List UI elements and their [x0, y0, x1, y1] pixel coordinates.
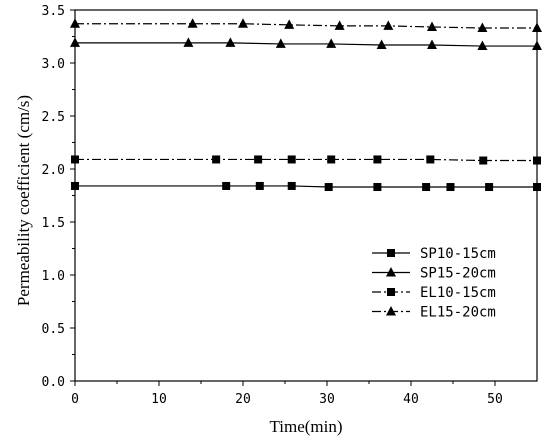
- legend-item: SP15-20cm: [372, 266, 496, 282]
- data-point: [71, 181, 79, 190]
- data-point: [187, 18, 198, 28]
- series-EL10-15cm: [71, 155, 541, 165]
- series-SP15-20cm: [70, 37, 542, 51]
- series-line: [75, 42, 537, 47]
- data-point: [533, 156, 541, 165]
- data-point: [532, 22, 542, 33]
- x-tick-label: 40: [403, 392, 419, 407]
- y-axis: 0.0 0.5 1.0 1.5 2.0 2.5 3.0 3.5: [42, 4, 75, 390]
- legend-label: SP15-20cm: [420, 266, 496, 282]
- data-point: [255, 181, 264, 190]
- data-point: [222, 181, 231, 190]
- y-tick-label: 2.0: [42, 163, 65, 178]
- data-point: [284, 19, 295, 29]
- series-EL15-20cm: [70, 18, 542, 33]
- x-axis: 0 10 20 30 40 50: [71, 381, 503, 407]
- y-axis-label: Permeability coefficient (cm/s): [14, 95, 33, 306]
- data-point: [477, 22, 488, 33]
- x-tick-label: 30: [319, 392, 335, 407]
- data-point: [533, 183, 541, 192]
- data-point: [238, 18, 248, 28]
- series-SP10-15cm: [71, 181, 541, 192]
- series-line: [75, 158, 537, 162]
- y-tick-label: 1.5: [42, 216, 65, 231]
- data-point: [327, 155, 336, 164]
- legend-label: EL15-20cm: [420, 305, 496, 321]
- data-point: [373, 183, 382, 192]
- y-tick-label: 2.5: [42, 110, 65, 125]
- data-point: [376, 39, 387, 49]
- data-point: [212, 155, 221, 164]
- x-tick-label: 0: [71, 392, 79, 407]
- legend-marker: [387, 249, 395, 257]
- y-tick-label: 1.0: [42, 269, 65, 284]
- data-point: [477, 40, 488, 51]
- plot-area: [70, 9, 542, 382]
- y-tick-label: 0.5: [42, 322, 65, 337]
- legend-label: EL10-15cm: [420, 285, 496, 301]
- data-point: [287, 181, 296, 190]
- data-point: [485, 183, 494, 192]
- data-point: [326, 38, 337, 48]
- plot-frame: [74, 9, 538, 382]
- legend: SP10-15cm SP15-20cm EL10-15cm EL15-20cm: [372, 246, 496, 321]
- data-point: [422, 183, 431, 192]
- data-point: [70, 18, 80, 28]
- data-point: [287, 155, 296, 164]
- legend-label: SP10-15cm: [420, 246, 496, 262]
- series-line: [75, 185, 537, 188]
- y-tick-label: 3.5: [42, 4, 65, 19]
- x-axis-label: Time(min): [269, 417, 342, 436]
- legend-item: EL10-15cm: [372, 285, 496, 301]
- data-point: [373, 155, 382, 164]
- x-tick-label: 10: [151, 392, 167, 407]
- legend-marker: [387, 288, 395, 296]
- y-tick-label: 3.0: [42, 57, 65, 72]
- x-tick-label: 50: [487, 392, 503, 407]
- data-point: [426, 155, 435, 164]
- data-point: [479, 156, 488, 165]
- data-point: [334, 20, 345, 30]
- data-point: [383, 20, 394, 30]
- data-point: [225, 37, 236, 47]
- y-tick-label: 0.0: [42, 375, 65, 390]
- data-point: [275, 38, 286, 48]
- data-point: [427, 39, 437, 49]
- series-line: [75, 23, 537, 29]
- legend-item: EL15-20cm: [372, 305, 496, 321]
- x-tick-label: 20: [235, 392, 251, 407]
- legend-marker: [386, 267, 396, 277]
- data-point: [324, 183, 333, 192]
- legend-marker: [386, 306, 396, 316]
- data-point: [427, 21, 437, 31]
- data-point: [71, 155, 79, 164]
- data-point: [183, 37, 194, 47]
- data-point: [70, 37, 80, 47]
- legend-item: SP10-15cm: [372, 246, 496, 262]
- data-point: [532, 40, 542, 51]
- data-point: [446, 183, 455, 192]
- data-point: [254, 155, 263, 164]
